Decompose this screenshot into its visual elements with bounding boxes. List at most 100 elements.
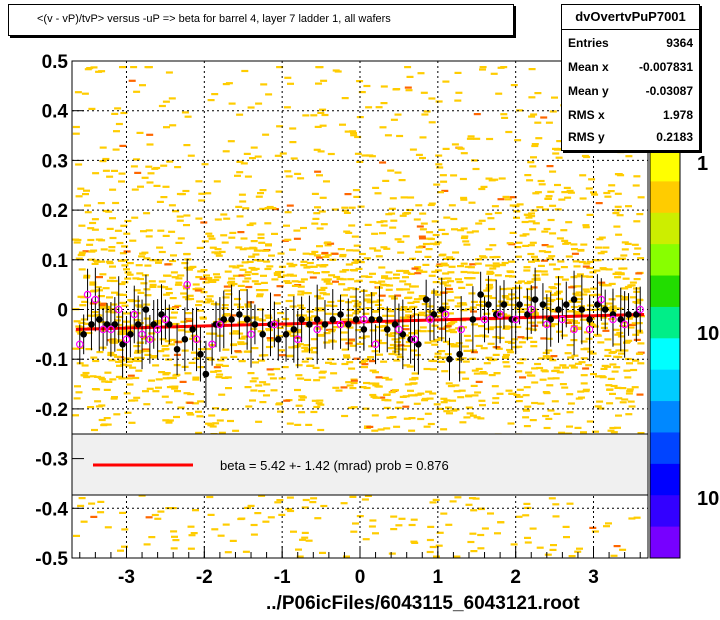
scatter-cell <box>197 270 205 273</box>
scatter-cell <box>145 66 153 69</box>
scatter-cell <box>142 348 150 351</box>
scatter-cell <box>296 314 304 317</box>
scatter-cell <box>80 318 88 321</box>
scatter-cell <box>515 400 523 403</box>
scatter-cell <box>620 321 628 324</box>
scatter-cell <box>457 265 464 268</box>
scatter-cell <box>605 268 613 271</box>
scatter-cell <box>436 263 444 266</box>
scatter-cell <box>158 280 166 283</box>
scatter-cell <box>136 272 144 275</box>
scatter-cell <box>553 412 561 415</box>
data-point-filled <box>352 316 360 323</box>
scatter-cell <box>195 410 202 413</box>
scatter-cell <box>324 254 332 257</box>
scatter-cell <box>194 289 202 292</box>
scatter-cell <box>185 319 193 323</box>
scatter-cell <box>442 80 450 83</box>
data-point-filled <box>95 316 103 323</box>
scatter-cell <box>341 294 348 297</box>
scatter-cell <box>109 217 116 220</box>
scatter-cell <box>363 84 371 88</box>
scatter-cell <box>244 305 252 308</box>
scatter-cell <box>146 181 154 184</box>
scatter-cell <box>633 516 641 519</box>
scatter-cell <box>253 249 261 252</box>
scatter-cell <box>102 287 110 290</box>
scatter-cell <box>256 295 264 298</box>
scatter-cell <box>341 362 349 366</box>
scatter-cell <box>437 337 445 340</box>
scatter-cell <box>315 82 322 85</box>
scatter-cell <box>298 395 306 398</box>
scatter-cell <box>116 293 124 296</box>
scatter-cell <box>439 282 447 285</box>
scatter-cell <box>444 325 452 328</box>
scatter-cell <box>243 273 251 276</box>
scatter-cell <box>562 366 569 369</box>
scatter-cell <box>552 503 560 506</box>
scatter-cell <box>350 132 357 135</box>
scatter-cell <box>577 249 585 252</box>
scatter-cell <box>208 414 216 417</box>
scatter-cell <box>95 405 103 408</box>
scatter-cell <box>470 349 478 352</box>
scatter-cell <box>190 334 198 337</box>
scatter-cell <box>516 109 524 112</box>
scatter-cell <box>440 512 448 515</box>
scatter-cell <box>319 108 327 111</box>
scatter-cell <box>270 389 278 392</box>
scatter-cell <box>628 315 636 318</box>
scatter-cell <box>612 212 620 215</box>
scatter-cell <box>237 284 245 287</box>
scatter-cell <box>313 212 321 215</box>
scatter-cell <box>332 326 340 329</box>
scatter-cell <box>123 357 131 360</box>
scatter-cell <box>523 266 531 269</box>
scatter-cell <box>151 167 159 170</box>
scatter-cell <box>317 297 324 300</box>
scatter-cell <box>450 331 457 334</box>
scatter-cell <box>88 258 96 261</box>
scatter-cell <box>91 289 99 292</box>
scatter-cell <box>633 253 641 256</box>
scatter-cell <box>605 302 613 305</box>
scatter-cell <box>222 523 230 526</box>
scatter-cell <box>615 295 623 298</box>
scatter-cell <box>402 212 410 215</box>
scatter-cell <box>611 370 619 373</box>
scatter-cell <box>512 296 520 300</box>
scatter-cell <box>440 291 448 294</box>
scatter-cell <box>522 233 530 236</box>
scatter-cell <box>82 250 90 253</box>
scatter-cell <box>585 337 593 340</box>
scatter-cell <box>385 333 393 336</box>
scatter-cell <box>402 276 409 279</box>
scatter-cell <box>152 390 160 393</box>
scatter-cell <box>91 218 99 221</box>
scatter-cell <box>358 336 366 340</box>
scatter-cell <box>615 397 623 400</box>
scatter-cell <box>264 314 272 317</box>
stats-value: -0.03087 <box>645 84 693 98</box>
scatter-cell <box>353 244 361 247</box>
scatter-cell <box>537 264 545 267</box>
scatter-cell <box>213 366 221 369</box>
scatter-cell <box>608 282 616 285</box>
data-point-open <box>511 315 520 324</box>
scatter-cell <box>99 273 107 276</box>
scatter-cell <box>169 124 177 127</box>
scatter-cell <box>431 290 439 293</box>
scatter-cell <box>354 302 362 305</box>
scatter-cell <box>616 214 624 217</box>
scatter-cell <box>164 340 172 343</box>
scatter-cell <box>408 332 416 335</box>
scatter-cell <box>585 187 593 190</box>
scatter-cell <box>435 100 443 103</box>
scatter-cell <box>104 423 112 426</box>
scatter-cell <box>126 360 134 363</box>
scatter-cell <box>368 155 376 158</box>
scatter-cell <box>195 304 202 307</box>
scatter-cell <box>83 322 91 325</box>
scatter-cell <box>153 320 161 323</box>
